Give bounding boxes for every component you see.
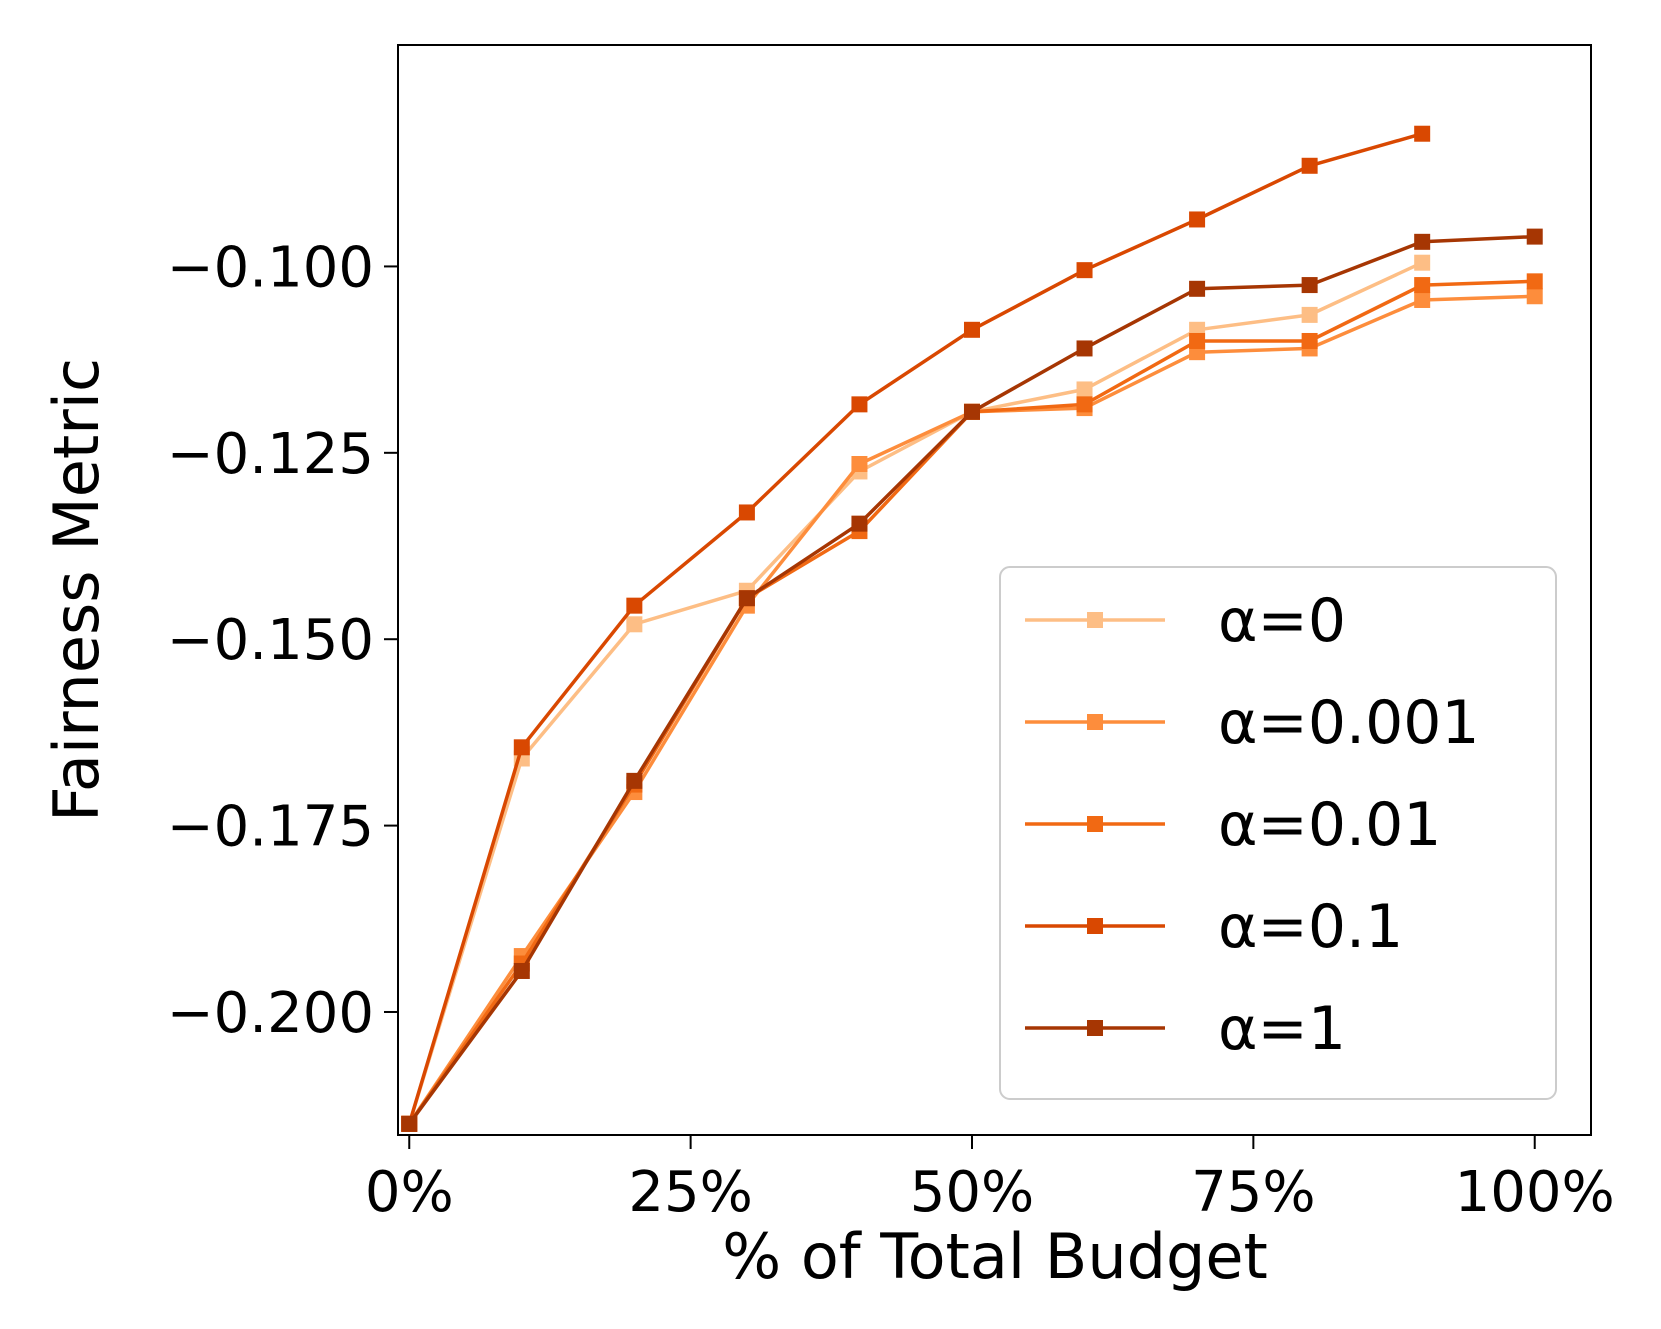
y-axis: −0.200 −0.175 −0.150 −0.125 −0.100 [167, 235, 398, 1046]
data-point [1414, 233, 1431, 250]
data-point [1414, 291, 1431, 308]
data-point [851, 396, 868, 413]
data-point [1189, 211, 1206, 228]
data-point [626, 772, 643, 789]
data-point [1076, 262, 1093, 279]
data-point [1414, 254, 1431, 271]
x-tick-label: 100% [1455, 1160, 1615, 1225]
x-tick-label: 0% [365, 1160, 454, 1225]
legend-label: α=0.1 [1218, 892, 1403, 962]
y-tick-label: −0.100 [167, 235, 374, 300]
data-point [851, 515, 868, 532]
legend-marker [1087, 918, 1103, 934]
data-point [513, 739, 530, 756]
legend-marker [1087, 816, 1103, 832]
y-tick-label: −0.125 [167, 422, 374, 487]
legend: α=0 α=0.001 α=0.01 α=0.1 α=1 [999, 566, 1557, 1100]
data-point [1189, 332, 1206, 349]
series-layer [401, 125, 1543, 1132]
series-line [407, 132, 1423, 1125]
x-axis: 0% 25% 50% 75% 100% [365, 1135, 1615, 1225]
legend-frame [999, 566, 1557, 1100]
data-point [513, 962, 530, 979]
data-point [851, 456, 868, 473]
legend-label: α=0.001 [1218, 688, 1480, 758]
data-point [1526, 273, 1543, 290]
legend-label: α=0 [1218, 586, 1346, 656]
data-point [626, 616, 643, 633]
data-point [1189, 280, 1206, 297]
y-tick-label: −0.150 [167, 608, 374, 673]
data-point [1076, 381, 1093, 398]
data-point [401, 1115, 418, 1132]
data-point [738, 504, 755, 521]
data-point [738, 590, 755, 607]
legend-label: α=0.01 [1218, 790, 1441, 860]
legend-label: α=1 [1218, 994, 1346, 1064]
data-point [1301, 157, 1318, 174]
legend-marker [1087, 1020, 1103, 1036]
legend-marker [1087, 714, 1103, 730]
x-tick-label: 25% [628, 1160, 752, 1225]
legend-marker [1087, 612, 1103, 628]
data-point [963, 403, 980, 420]
data-point [1526, 288, 1543, 305]
plot-frame [397, 44, 1592, 1136]
y-tick-label: −0.175 [167, 795, 374, 860]
data-point [626, 597, 643, 614]
series-line [407, 261, 1423, 1125]
x-tick-label: 50% [910, 1160, 1034, 1225]
data-point [1301, 306, 1318, 323]
data-point [1526, 228, 1543, 245]
data-point [1301, 332, 1318, 349]
data-point [1414, 277, 1431, 294]
data-point [963, 321, 980, 338]
data-point [1076, 340, 1093, 357]
data-point [1414, 125, 1431, 142]
data-point [1076, 396, 1093, 413]
y-axis-title: Fairness Metric [40, 358, 113, 822]
x-axis-title: % of Total Budget [722, 1220, 1268, 1293]
series-group [401, 228, 1543, 1132]
data-point [1301, 277, 1318, 294]
x-tick-label: 75% [1191, 1160, 1315, 1225]
y-tick-label: −0.200 [167, 981, 374, 1046]
